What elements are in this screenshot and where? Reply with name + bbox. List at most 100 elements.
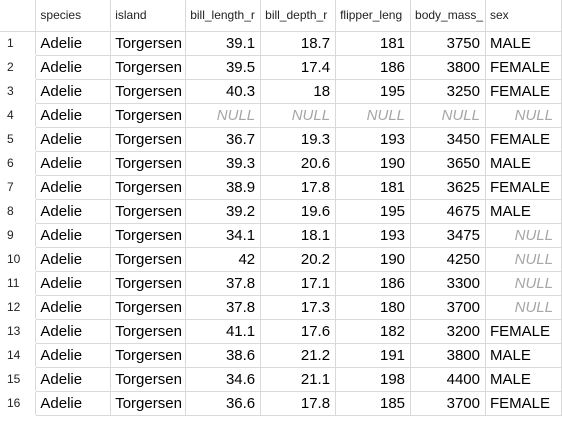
cell-flipper-length[interactable]: NULL (335, 103, 412, 128)
column-header-flipper-length[interactable]: flipper_leng (335, 0, 412, 32)
cell-sex[interactable]: MALE (485, 343, 562, 368)
row-number[interactable]: 16 (0, 391, 37, 416)
cell-flipper-length[interactable]: 186 (335, 271, 412, 296)
cell-body-mass[interactable]: 3800 (410, 55, 486, 80)
cell-island[interactable]: Torgersen (110, 367, 187, 392)
cell-species[interactable]: Adelie (35, 103, 112, 128)
cell-sex[interactable]: NULL (485, 271, 562, 296)
cell-body-mass[interactable]: 3750 (410, 31, 486, 56)
cell-sex[interactable]: NULL (485, 223, 562, 248)
row-number[interactable]: 12 (0, 295, 37, 320)
cell-sex[interactable]: MALE (485, 151, 562, 176)
table-row[interactable]: 16 Adelie Torgersen 36.6 17.8 185 3700 FEMALE (0, 391, 562, 416)
cell-species[interactable]: Adelie (35, 31, 112, 56)
cell-bill-length[interactable]: 42 (185, 247, 262, 272)
row-number[interactable]: 5 (0, 127, 37, 152)
cell-sex[interactable]: NULL (485, 295, 562, 320)
cell-bill-length[interactable]: NULL (185, 103, 262, 128)
cell-bill-depth[interactable]: 19.6 (260, 199, 337, 224)
cell-body-mass[interactable]: NULL (410, 103, 486, 128)
cell-species[interactable]: Adelie (35, 151, 112, 176)
column-header-species[interactable]: species (35, 0, 112, 32)
row-number[interactable]: 4 (0, 103, 37, 128)
row-number[interactable]: 8 (0, 199, 37, 224)
column-header-bill-length[interactable]: bill_length_r (185, 0, 262, 32)
cell-flipper-length[interactable]: 191 (335, 343, 412, 368)
cell-bill-depth[interactable]: 21.1 (260, 367, 337, 392)
cell-bill-length[interactable]: 34.6 (185, 367, 262, 392)
cell-bill-length[interactable]: 39.3 (185, 151, 262, 176)
cell-species[interactable]: Adelie (35, 343, 112, 368)
cell-body-mass[interactable]: 3300 (410, 271, 486, 296)
table-row[interactable]: 3 Adelie Torgersen 40.3 18 195 3250 FEMALE (0, 79, 562, 104)
cell-bill-depth[interactable]: NULL (260, 103, 337, 128)
cell-island[interactable]: Torgersen (110, 223, 187, 248)
cell-flipper-length[interactable]: 193 (335, 223, 412, 248)
cell-species[interactable]: Adelie (35, 127, 112, 152)
cell-bill-length[interactable]: 39.5 (185, 55, 262, 80)
cell-body-mass[interactable]: 3700 (410, 391, 486, 416)
cell-species[interactable]: Adelie (35, 367, 112, 392)
cell-sex[interactable]: FEMALE (485, 55, 562, 80)
cell-bill-length[interactable]: 38.9 (185, 175, 262, 200)
cell-species[interactable]: Adelie (35, 79, 112, 104)
cell-bill-length[interactable]: 37.8 (185, 271, 262, 296)
table-row[interactable]: 10 Adelie Torgersen 42 20.2 190 4250 NULL (0, 247, 562, 272)
cell-island[interactable]: Torgersen (110, 127, 187, 152)
cell-flipper-length[interactable]: 181 (335, 31, 412, 56)
cell-bill-depth[interactable]: 18 (260, 79, 337, 104)
cell-flipper-length[interactable]: 190 (335, 151, 412, 176)
table-row[interactable]: 4 Adelie Torgersen NULL NULL NULL NULL NULL (0, 103, 562, 128)
cell-bill-length[interactable]: 38.6 (185, 343, 262, 368)
cell-sex[interactable]: FEMALE (485, 391, 562, 416)
cell-species[interactable]: Adelie (35, 319, 112, 344)
cell-species[interactable]: Adelie (35, 199, 112, 224)
row-number[interactable]: 7 (0, 175, 37, 200)
cell-sex[interactable]: FEMALE (485, 127, 562, 152)
table-row[interactable]: 14 Adelie Torgersen 38.6 21.2 191 3800 MALE (0, 343, 562, 368)
column-header-body-mass[interactable]: body_mass_ (410, 0, 486, 32)
cell-body-mass[interactable]: 3450 (410, 127, 486, 152)
cell-island[interactable]: Torgersen (110, 247, 187, 272)
row-number[interactable]: 13 (0, 319, 37, 344)
column-header-sex[interactable]: sex (485, 0, 562, 32)
cell-sex[interactable]: NULL (485, 103, 562, 128)
row-number[interactable]: 10 (0, 247, 37, 272)
cell-flipper-length[interactable]: 186 (335, 55, 412, 80)
cell-bill-depth[interactable]: 21.2 (260, 343, 337, 368)
row-number[interactable]: 1 (0, 31, 37, 56)
cell-flipper-length[interactable]: 198 (335, 367, 412, 392)
table-row[interactable]: 6 Adelie Torgersen 39.3 20.6 190 3650 MALE (0, 151, 562, 176)
cell-body-mass[interactable]: 3800 (410, 343, 486, 368)
cell-species[interactable]: Adelie (35, 55, 112, 80)
cell-body-mass[interactable]: 3650 (410, 151, 486, 176)
cell-species[interactable]: Adelie (35, 175, 112, 200)
row-number[interactable]: 11 (0, 271, 37, 296)
cell-island[interactable]: Torgersen (110, 295, 187, 320)
cell-sex[interactable]: FEMALE (485, 175, 562, 200)
cell-bill-length[interactable]: 36.7 (185, 127, 262, 152)
cell-sex[interactable]: MALE (485, 199, 562, 224)
cell-bill-depth[interactable]: 18.1 (260, 223, 337, 248)
cell-species[interactable]: Adelie (35, 223, 112, 248)
table-row[interactable]: 1 Adelie Torgersen 39.1 18.7 181 3750 MALE (0, 31, 562, 56)
row-number[interactable]: 14 (0, 343, 37, 368)
cell-body-mass[interactable]: 4675 (410, 199, 486, 224)
cell-species[interactable]: Adelie (35, 391, 112, 416)
table-row[interactable]: 2 Adelie Torgersen 39.5 17.4 186 3800 FEMALE (0, 55, 562, 80)
cell-body-mass[interactable]: 3475 (410, 223, 486, 248)
cell-bill-depth[interactable]: 17.6 (260, 319, 337, 344)
cell-bill-depth[interactable]: 20.6 (260, 151, 337, 176)
cell-body-mass[interactable]: 3625 (410, 175, 486, 200)
table-row[interactable]: 12 Adelie Torgersen 37.8 17.3 180 3700 NULL (0, 295, 562, 320)
cell-flipper-length[interactable]: 190 (335, 247, 412, 272)
cell-island[interactable]: Torgersen (110, 271, 187, 296)
cell-bill-length[interactable]: 41.1 (185, 319, 262, 344)
table-row[interactable]: 11 Adelie Torgersen 37.8 17.1 186 3300 NULL (0, 271, 562, 296)
cell-sex[interactable]: MALE (485, 31, 562, 56)
column-header-bill-depth[interactable]: bill_depth_r (260, 0, 337, 32)
cell-species[interactable]: Adelie (35, 271, 112, 296)
cell-bill-depth[interactable]: 17.8 (260, 175, 337, 200)
row-number[interactable]: 15 (0, 367, 37, 392)
row-number[interactable]: 2 (0, 55, 37, 80)
